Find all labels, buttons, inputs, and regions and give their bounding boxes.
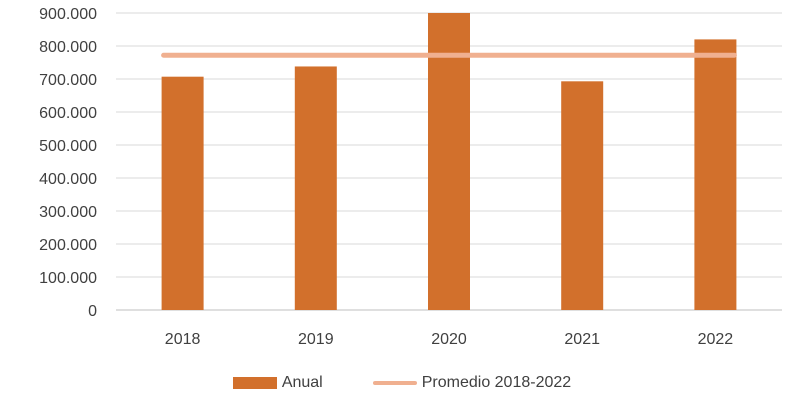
bar-2020 (428, 13, 470, 310)
legend-swatch-promedio (372, 381, 417, 385)
y-tick-label: 700.000 (39, 72, 97, 89)
bar-2021 (561, 81, 604, 310)
x-tick-label: 2018 (165, 331, 201, 348)
y-tick-label: 0 (88, 303, 97, 320)
x-tick-label: 2020 (431, 331, 467, 348)
y-tick-label: 400.000 (39, 171, 97, 188)
x-tick-label: 2021 (564, 331, 600, 348)
y-tick-label: 200.000 (39, 237, 97, 254)
legend-label-anual: Anual (281, 374, 323, 391)
bar-2022 (694, 39, 737, 311)
legend: Anual Promedio 2018-2022 (0, 370, 804, 396)
legend-item-promedio: Promedio 2018-2022 (372, 374, 572, 392)
y-tick-label: 500.000 (39, 138, 97, 155)
x-axis-ticks: 2018 2019 2020 2021 2022 (165, 331, 733, 348)
y-tick-label: 300.000 (39, 204, 97, 221)
y-tick-label: 900.000 (39, 6, 97, 23)
legend-swatch-anual (232, 377, 277, 389)
x-tick-label: 2019 (298, 331, 334, 348)
x-tick-label: 2022 (698, 331, 734, 348)
y-tick-label: 600.000 (39, 105, 97, 122)
y-axis-ticks: 0 100.000 200.000 300.000 400.000 500.000 600.… (39, 6, 97, 320)
y-tick-label: 100.000 (39, 270, 97, 287)
legend-label-promedio: Promedio 2018-2022 (421, 374, 572, 391)
legend-item-anual: Anual (232, 374, 323, 392)
bar-2018 (161, 76, 204, 310)
bars (161, 13, 737, 311)
bar-chart: 0 100.000 200.000 300.000 400.000 500.000 600.… (39, 6, 782, 348)
y-tick-label: 800.000 (39, 39, 97, 56)
bar-2019 (294, 66, 337, 311)
